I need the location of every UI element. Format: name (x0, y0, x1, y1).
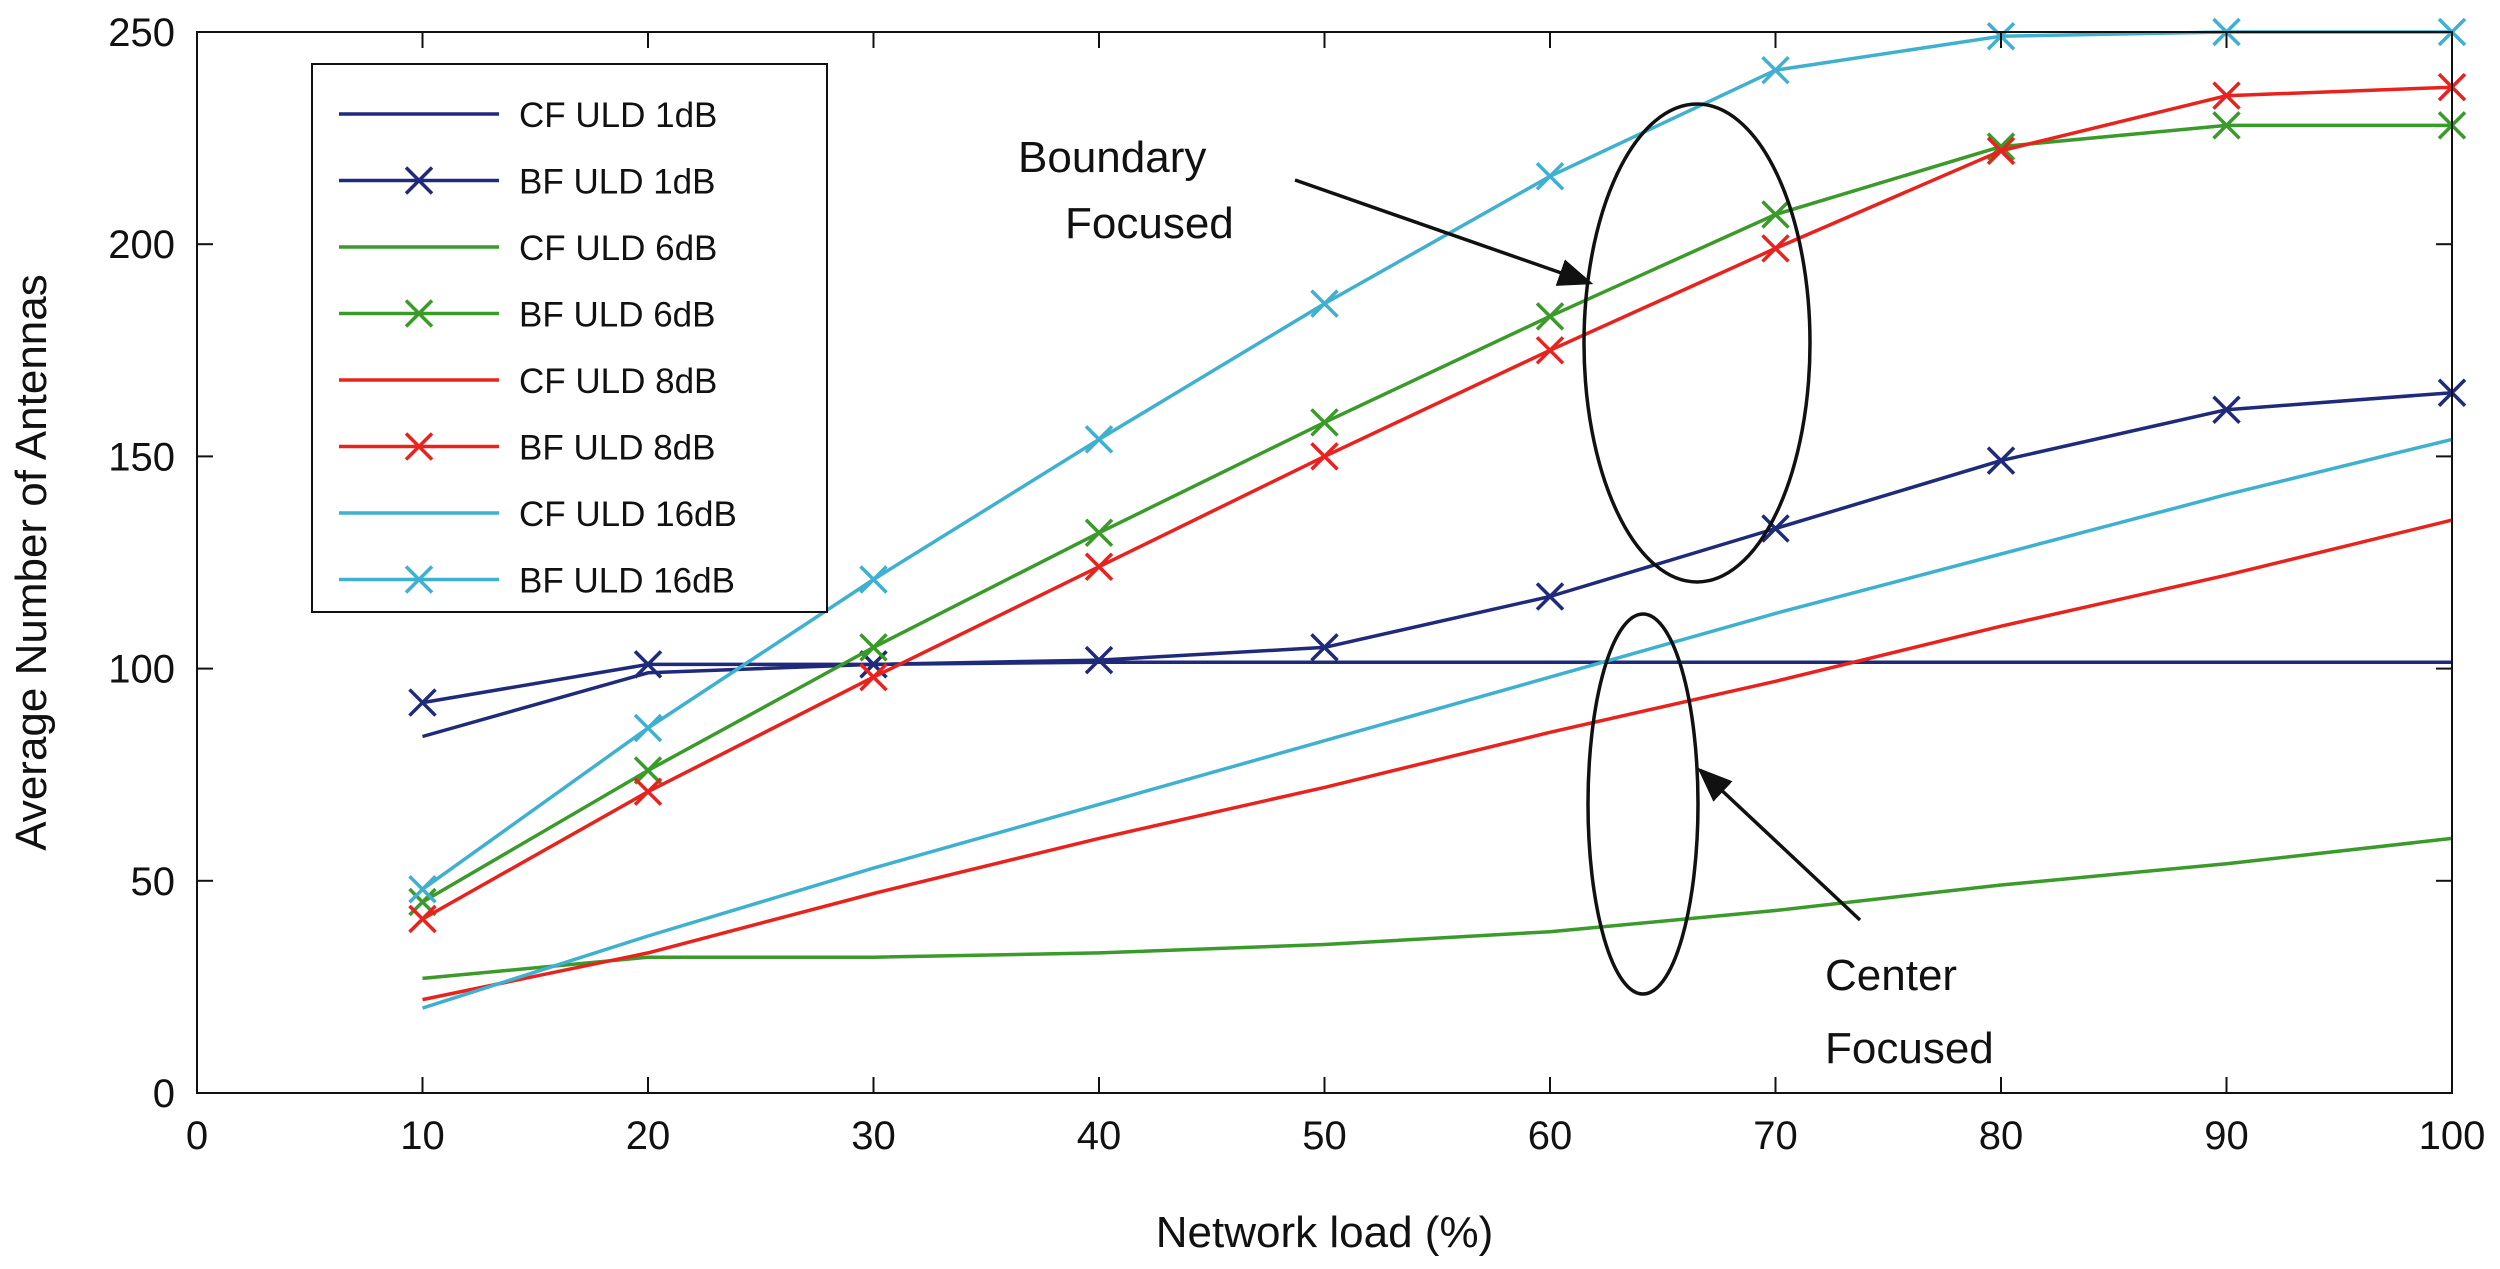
data-point-bf-uld-16db (633, 713, 663, 743)
legend-swatch-marker (404, 565, 434, 594)
data-point-bf-uld-1db (2212, 395, 2241, 424)
data-point-bf-uld-1db (1761, 514, 1790, 543)
legend-item-cf-uld-6db: CF ULD 6dB (339, 229, 717, 268)
legend-swatch-marker (404, 432, 434, 461)
legend-item-cf-uld-1db: CF ULD 1dB (339, 96, 717, 135)
data-point-bf-uld-6db (1535, 302, 1565, 331)
boundary-focused-label-line2: Focused (1065, 199, 1234, 248)
legend-swatch-marker (404, 166, 434, 195)
data-point-bf-uld-6db (1084, 518, 1114, 548)
legend-box (311, 63, 828, 613)
data-point-bf-uld-6db (2212, 111, 2241, 140)
data-point-bf-uld-8db (1986, 136, 2016, 166)
center-focused-ellipse (1586, 612, 1700, 996)
series-line-cf-uld-8db (422, 518, 2453, 1002)
legend-item-cf-uld-8db: CF ULD 8dB (339, 362, 717, 401)
y-tick-label: 0 (153, 1072, 175, 1116)
series-line-bf-uld-8db (421, 85, 2453, 921)
legend-label: BF ULD 6dB (519, 296, 715, 335)
data-point-bf-uld-16db (1535, 162, 1565, 191)
legend-label: BF ULD 8dB (519, 429, 715, 468)
data-point-bf-uld-1db (408, 688, 437, 717)
y-tick-label: 50 (131, 860, 176, 904)
y-axis-title: Average Number of Antennas (7, 274, 56, 850)
series-cf-uld-1db (422, 660, 2452, 739)
series-cf-uld-6db (422, 836, 2453, 981)
y-tick-label: 200 (108, 223, 175, 267)
data-point-bf-uld-16db (859, 565, 888, 594)
x-tick-label: 70 (1753, 1114, 1798, 1158)
series-line-cf-uld-6db (422, 836, 2453, 981)
center-focused-arrow (1697, 767, 1862, 922)
data-point-bf-uld-8db (408, 904, 437, 934)
data-point-bf-uld-8db (1310, 442, 1339, 471)
data-point-bf-uld-16db (1761, 55, 1790, 85)
boundary-focused-label-line1: Boundary (1018, 133, 1206, 182)
x-tick-label: 90 (2204, 1114, 2249, 1158)
x-tick-label: 10 (400, 1114, 445, 1158)
legend-label: CF ULD 6dB (519, 229, 717, 268)
x-tick-label: 100 (2419, 1114, 2486, 1158)
data-point-bf-uld-1db (1986, 446, 2016, 475)
boundary-focused-ellipse (1582, 102, 1812, 584)
legend-swatch-marker (404, 299, 434, 328)
data-point-bf-uld-6db (1761, 200, 1790, 229)
x-tick-label: 20 (626, 1114, 671, 1158)
data-point-bf-uld-8db (2212, 81, 2241, 110)
x-tick-label: 50 (1302, 1114, 1347, 1158)
series-cf-uld-8db (422, 518, 2453, 1002)
x-tick-label: 40 (1077, 1114, 1122, 1158)
legend-label: CF ULD 16dB (519, 495, 737, 534)
legend-label: CF ULD 8dB (519, 362, 717, 401)
center-focused-label-line2: Focused (1825, 1024, 1994, 1073)
data-point-bf-uld-6db (859, 633, 888, 662)
series-line-bf-uld-6db (421, 123, 2452, 904)
data-point-bf-uld-16db (1084, 425, 1114, 454)
data-point-bf-uld-1db (1535, 582, 1565, 611)
x-tick-label: 0 (186, 1114, 208, 1158)
data-point-bf-uld-8db (1084, 552, 1114, 581)
y-tick-label: 100 (108, 648, 175, 692)
data-point-bf-uld-6db (633, 756, 663, 785)
data-point-bf-uld-8db (1761, 234, 1790, 263)
data-point-bf-uld-8db (859, 662, 888, 692)
data-point-bf-uld-1db (633, 650, 663, 679)
legend-label: BF ULD 16dB (519, 562, 735, 601)
center-focused-label-line1: Center (1825, 951, 1957, 1000)
x-tick-label: 60 (1528, 1114, 1573, 1158)
legend-label: BF ULD 1dB (519, 163, 715, 202)
data-point-bf-uld-8db (633, 777, 663, 806)
series-cf-uld-16db (421, 437, 2453, 1010)
x-tick-label: 30 (851, 1114, 896, 1158)
series-line-cf-uld-16db (421, 437, 2453, 1010)
x-tick-label: 80 (1979, 1114, 2024, 1158)
legend: CF ULD 1dB BF ULD 1dB CF ULD 6dB BF ULD 6dB… (311, 63, 828, 613)
legend-item-bf-uld-16db: BF ULD 16dB (339, 562, 735, 601)
data-point-bf-uld-16db (408, 875, 437, 904)
data-point-bf-uld-1db (1310, 633, 1339, 662)
series-line-cf-uld-1db (422, 660, 2452, 739)
x-axis-title: Network load (%) (1156, 1208, 1493, 1257)
data-point-bf-uld-6db (1310, 408, 1339, 437)
series-line-bf-uld-16db (421, 30, 2452, 891)
legend-label: CF ULD 1dB (519, 96, 717, 135)
y-tick-label: 250 (108, 11, 175, 55)
data-point-bf-uld-8db (1535, 336, 1565, 365)
legend-item-bf-uld-1db: BF ULD 1dB (339, 163, 715, 202)
legend-item-cf-uld-16db: CF ULD 16dB (339, 495, 737, 534)
data-point-bf-uld-1db (1084, 645, 1114, 675)
y-tick-label: 150 (108, 435, 175, 479)
series-line-bf-uld-1db (422, 390, 2453, 705)
legend-item-bf-uld-8db: BF ULD 8dB (339, 429, 715, 468)
boundary-focused-arrow (1294, 178, 1594, 286)
data-point-bf-uld-16db (1310, 289, 1339, 318)
series-bf-uld-8db (408, 72, 2467, 934)
legend-item-bf-uld-6db: BF ULD 6dB (339, 296, 715, 335)
